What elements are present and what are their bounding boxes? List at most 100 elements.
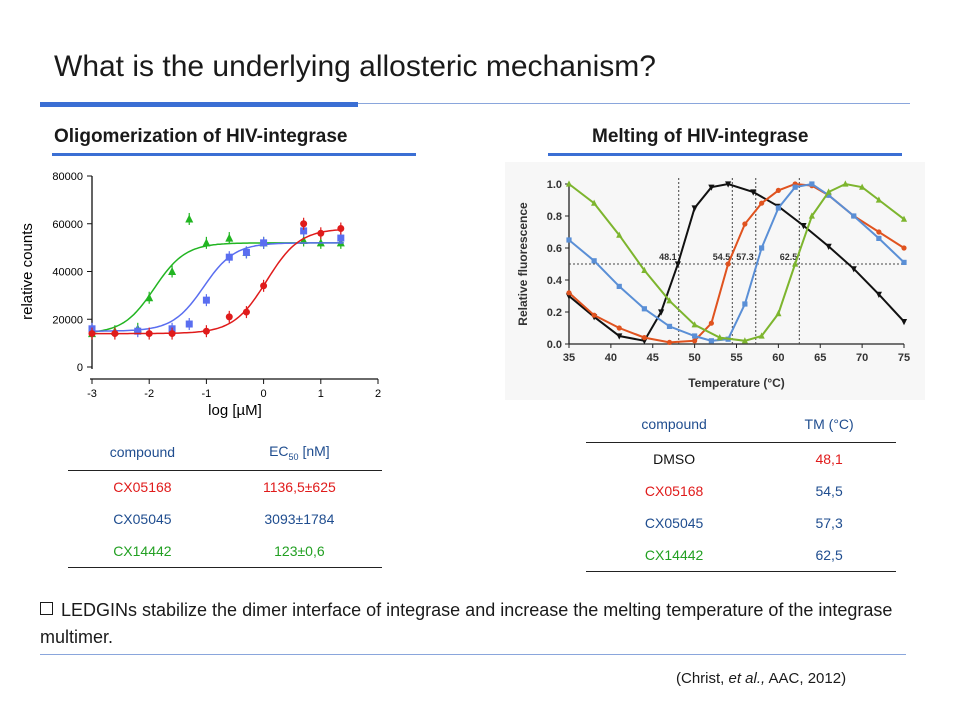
data-point: [900, 215, 908, 222]
data-point: [225, 253, 233, 261]
reference-label: 54.5: [713, 252, 731, 262]
series-CX05168: [88, 217, 345, 340]
ec50-header-value: EC50 [nM]: [216, 434, 382, 471]
ec50-table: compound EC50 [nM] CX05168 1136,5±625 CX05…: [68, 434, 382, 568]
data-point: [591, 199, 598, 206]
ec50-value-cell: 3093±1784: [264, 511, 335, 527]
data-point: [825, 243, 832, 250]
citation: (Christ, et al., AAC, 2012): [676, 670, 846, 687]
data-point: [775, 310, 782, 317]
bottom-rule: [40, 654, 906, 655]
ec50-row: CX05168 1136,5±625: [68, 471, 382, 504]
data-point: [800, 223, 807, 230]
y-axis-label: relative counts: [19, 223, 36, 320]
data-point: [260, 282, 268, 290]
x-tick-label: 60: [772, 352, 784, 364]
tm-compound-cell: CX05168: [644, 483, 704, 499]
reference-label: 57.3: [736, 252, 754, 262]
data-point: [168, 267, 177, 275]
checkbox-bullet-icon: [40, 602, 53, 615]
tm-compound-cell: CX05045: [644, 515, 704, 531]
data-point: [826, 192, 832, 198]
tm-row: CX05045 57,3: [586, 507, 896, 539]
data-point: [901, 245, 907, 251]
data-point: [565, 180, 573, 187]
data-point: [716, 334, 723, 341]
data-point: [168, 330, 176, 338]
data-point: [658, 309, 665, 316]
data-point: [750, 189, 757, 196]
tm-value-cell: 54,5: [815, 483, 843, 499]
data-point: [641, 335, 647, 341]
oligomerization-chart: 0 20000 40000 60000 80000 -3 -2 -1 0 1 2 log [µM] re…: [19, 171, 381, 419]
reference-label: 48.1: [659, 252, 677, 262]
data-point: [134, 327, 142, 335]
data-point: [692, 338, 698, 344]
right-heading: Melting of HIV-integrase: [592, 126, 809, 147]
tm-table: compound TM (°C) DMSO 48,1 CX05168 54,5 CX05…: [586, 406, 896, 572]
data-point: [708, 184, 715, 191]
data-point: [299, 235, 308, 244]
data-point: [876, 235, 882, 241]
reference-label: 62.5: [780, 252, 798, 262]
tm-value-cell: 62,5: [762, 539, 896, 572]
right-heading-underline: [548, 153, 902, 156]
ec50-header-text: EC50 [nM]: [269, 442, 330, 462]
left-heading: Oligomerization of HIV-integrase: [54, 126, 348, 147]
x-tick-label: 50: [689, 352, 701, 364]
y-tick-label: 1.0: [547, 179, 562, 191]
data-point: [666, 339, 673, 345]
y-tick-label: 0.6: [547, 243, 562, 255]
x-tick-label: 2: [375, 388, 381, 400]
data-point: [792, 184, 798, 190]
y-tick-label: 0.8: [547, 211, 562, 223]
x-axis-label: log [µM]: [208, 402, 262, 419]
y-tick-label: 0: [77, 362, 83, 374]
tm-row: CX05168 54,5: [586, 475, 896, 507]
y-tick-label: 60000: [52, 219, 83, 231]
data-point: [225, 233, 234, 242]
data-point: [566, 237, 572, 243]
ec50-compound-cell: CX05045: [113, 511, 172, 527]
data-point: [337, 225, 345, 233]
data-point: [225, 313, 233, 321]
data-point: [641, 338, 648, 345]
data-point: [692, 333, 698, 339]
series-line: [568, 182, 905, 342]
ec50-row: CX14442 123±0,6: [68, 535, 382, 568]
ec50-compound-cell: CX05168: [113, 479, 172, 495]
data-point: [691, 321, 698, 328]
melting-chart: 0.0 0.2 0.4 0.6 0.8 1.0 35 40 45 50 55 60 65 70 75 Temp…: [505, 162, 925, 400]
data-point: [317, 229, 325, 237]
data-point: [202, 327, 210, 335]
data-point: [775, 187, 781, 193]
x-tick-label: 0: [261, 388, 267, 400]
data-point: [88, 330, 96, 338]
x-tick-label: 75: [898, 352, 910, 364]
ec50-header-part: EC: [269, 442, 289, 459]
data-point: [875, 196, 882, 203]
data-point: [185, 214, 194, 223]
data-point: [725, 181, 732, 188]
conclusion-text: LEDGINs stabilize the dimer interface of…: [40, 600, 893, 647]
data-point: [616, 333, 623, 340]
y-tick-label: 80000: [52, 171, 83, 183]
data-point: [809, 181, 815, 187]
x-tick-label: 40: [605, 352, 617, 364]
series-CX14442: [565, 180, 908, 344]
data-point: [875, 291, 882, 298]
data-point: [666, 297, 673, 304]
tm-compound-cell: CX14442: [586, 539, 763, 572]
fit-curve: [91, 242, 344, 333]
data-point: [758, 332, 765, 339]
data-point: [775, 205, 781, 211]
data-point: [901, 259, 907, 265]
chart-background: [505, 162, 925, 400]
title-underline-accent: [40, 102, 358, 107]
data-point: [111, 330, 119, 338]
data-point: [185, 320, 193, 328]
y-tick-label: 0.2: [547, 307, 562, 319]
tm-compound-cell: DMSO: [653, 451, 696, 467]
data-point: [145, 330, 153, 338]
data-point: [742, 301, 748, 307]
